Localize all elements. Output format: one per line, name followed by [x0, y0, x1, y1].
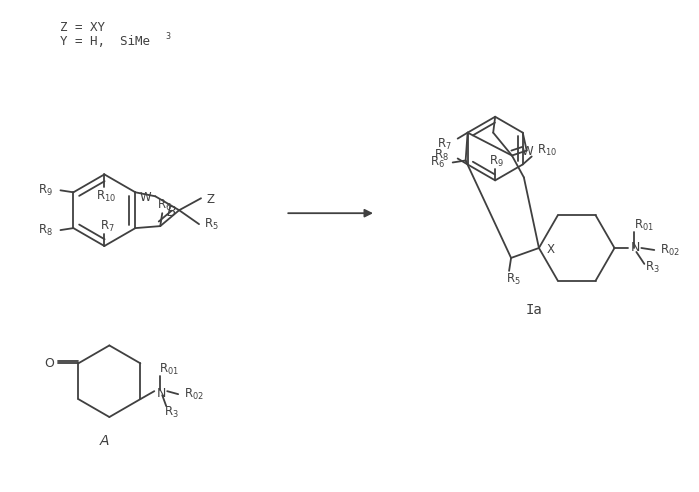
Text: R$_5$: R$_5$ [505, 272, 521, 287]
Text: R$_9$: R$_9$ [489, 154, 503, 169]
Text: R$_{10}$: R$_{10}$ [96, 189, 117, 204]
Text: R$_8$: R$_8$ [38, 222, 53, 238]
Text: R$_7$: R$_7$ [100, 218, 115, 234]
Text: R$_7$: R$_7$ [438, 137, 452, 152]
Text: Y = H,  SiMe: Y = H, SiMe [59, 35, 150, 48]
Text: R$_5$: R$_5$ [203, 216, 218, 232]
Text: R$_{02}$: R$_{02}$ [660, 243, 680, 257]
Text: R$_{01}$: R$_{01}$ [159, 362, 179, 377]
Text: R$_3$: R$_3$ [164, 404, 179, 420]
Text: O: O [45, 357, 55, 370]
Text: 3: 3 [165, 32, 170, 41]
Text: Z = XY: Z = XY [59, 21, 105, 34]
Text: R$_6$: R$_6$ [431, 155, 445, 170]
Text: R$_{01}$: R$_{01}$ [634, 217, 654, 233]
Text: R$_{10}$: R$_{10}$ [537, 143, 556, 158]
Text: R$_9$: R$_9$ [38, 183, 53, 198]
Text: N: N [157, 387, 166, 400]
Text: B: B [166, 205, 176, 219]
Text: R$_3$: R$_3$ [645, 260, 660, 276]
Text: W: W [522, 145, 533, 158]
Text: R$_6$: R$_6$ [157, 198, 172, 213]
Text: Z: Z [207, 193, 215, 206]
Text: R$_{02}$: R$_{02}$ [184, 387, 204, 401]
Text: R$_8$: R$_8$ [434, 148, 449, 163]
Text: X: X [547, 244, 555, 256]
Text: W: W [140, 191, 151, 204]
Text: A: A [100, 434, 109, 448]
Text: N: N [630, 242, 640, 254]
Text: Ia: Ia [526, 303, 542, 317]
